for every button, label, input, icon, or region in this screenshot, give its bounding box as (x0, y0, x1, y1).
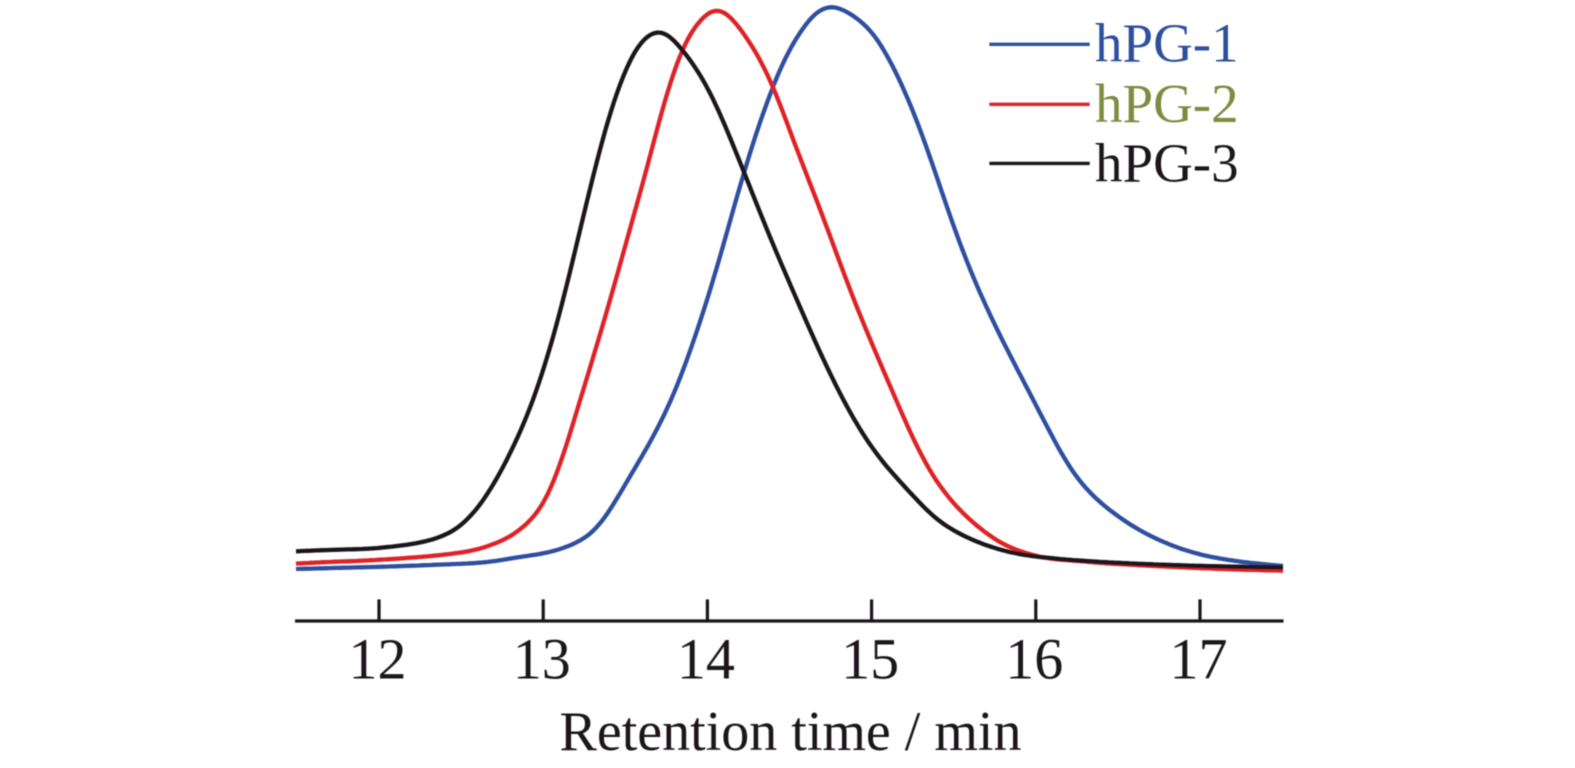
svg-text:13: 13 (513, 626, 571, 691)
svg-text:Retention time / min: Retention time / min (560, 701, 1022, 763)
svg-text:hPG-3: hPG-3 (1095, 132, 1239, 193)
svg-text:hPG-1: hPG-1 (1095, 13, 1239, 74)
svg-text:15: 15 (841, 626, 899, 691)
svg-text:17: 17 (1170, 626, 1228, 691)
svg-text:hPG-2: hPG-2 (1095, 73, 1239, 134)
svg-text:14: 14 (677, 626, 735, 691)
svg-text:16: 16 (1005, 626, 1063, 691)
svg-text:12: 12 (349, 626, 407, 691)
